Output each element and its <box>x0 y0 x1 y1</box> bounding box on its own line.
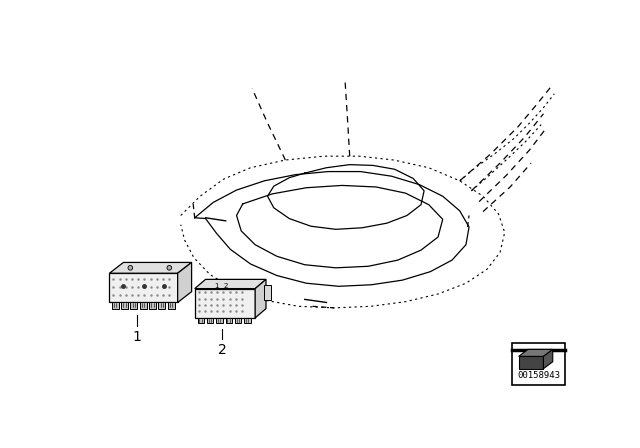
Polygon shape <box>195 280 266 289</box>
Bar <box>513 343 565 385</box>
Bar <box>158 302 165 309</box>
Bar <box>112 302 119 309</box>
Polygon shape <box>255 280 266 318</box>
Bar <box>235 318 241 323</box>
Polygon shape <box>109 263 191 273</box>
Circle shape <box>167 266 172 270</box>
Bar <box>140 302 147 309</box>
Circle shape <box>128 266 132 270</box>
Bar <box>244 318 250 323</box>
Polygon shape <box>543 349 553 369</box>
Text: 1: 1 <box>132 330 141 344</box>
Bar <box>195 289 255 318</box>
Bar <box>149 302 156 309</box>
Bar <box>198 318 204 323</box>
Text: 2: 2 <box>218 343 227 358</box>
Text: 1  2: 1 2 <box>214 283 228 289</box>
Bar <box>131 302 138 309</box>
Bar <box>207 318 213 323</box>
Text: 00158943: 00158943 <box>517 371 560 380</box>
Bar <box>226 318 232 323</box>
Bar <box>109 273 178 302</box>
Polygon shape <box>518 356 543 369</box>
Polygon shape <box>178 263 191 302</box>
Bar <box>264 285 271 300</box>
Polygon shape <box>518 349 553 356</box>
Bar <box>216 318 223 323</box>
Bar <box>168 302 175 309</box>
Bar <box>121 302 128 309</box>
